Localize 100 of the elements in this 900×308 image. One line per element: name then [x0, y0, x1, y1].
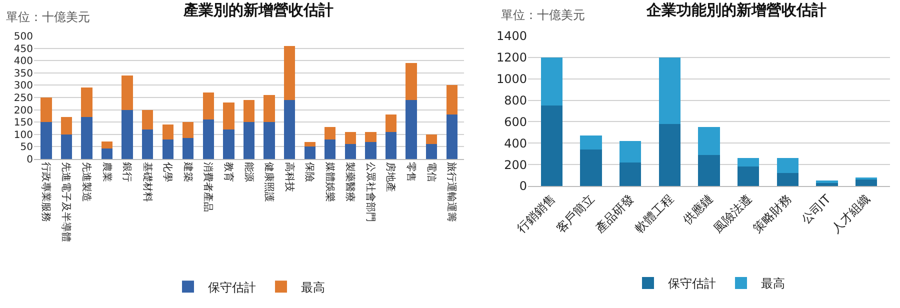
- x-tick-label: 旅行運輸運籌: [446, 162, 458, 222]
- y-tick-label: 100: [14, 130, 33, 141]
- bar: [580, 136, 602, 150]
- y-tick-label: 400: [14, 56, 33, 68]
- x-tick-label: 教育: [222, 162, 234, 182]
- bar: [162, 139, 174, 159]
- bar: [658, 57, 680, 124]
- bar: [122, 75, 133, 110]
- bar: [40, 122, 52, 159]
- y-tick-label: 200: [14, 105, 33, 116]
- bar: [223, 129, 234, 159]
- x-tick-label: 行政專業服務: [40, 162, 52, 222]
- bar: [426, 134, 438, 144]
- bar: [101, 141, 113, 149]
- y-tick-label: 450: [14, 44, 33, 55]
- x-tick-label: 高科技: [283, 162, 296, 192]
- bar: [658, 124, 680, 186]
- bar: [816, 182, 838, 186]
- bar: [60, 117, 72, 134]
- bar: [324, 127, 336, 140]
- bar: [426, 144, 438, 159]
- bar: [540, 57, 562, 106]
- bar: [223, 102, 234, 130]
- bar: [406, 63, 417, 100]
- bar: [385, 132, 397, 159]
- bar: [738, 166, 760, 186]
- bar: [40, 98, 52, 122]
- bar: [81, 117, 92, 159]
- x-tick-label: 製藥醫療: [344, 162, 356, 202]
- bar: [142, 110, 154, 130]
- bar: [580, 150, 602, 186]
- bar: [162, 124, 174, 140]
- bar: [446, 114, 458, 159]
- x-tick-label: 房地產: [384, 162, 397, 192]
- legend-label: 最高: [761, 276, 785, 291]
- x-tick-label: 先進製造: [80, 162, 92, 202]
- y-tick-label: 250: [14, 93, 33, 104]
- text: 單位：十億美元: [6, 10, 90, 24]
- y-tick-label: 1200: [496, 50, 527, 65]
- bar: [264, 95, 275, 122]
- x-tick-label: 銀行: [121, 162, 132, 182]
- bar: [324, 139, 336, 159]
- y-tick-label: 200: [504, 158, 527, 172]
- bar: [344, 144, 356, 159]
- x-tick-label: 保險: [304, 162, 316, 182]
- x-tick-label: 健康照護: [263, 162, 276, 202]
- x-tick-label: 建築: [182, 161, 194, 182]
- y-tick-label: 150: [14, 118, 33, 129]
- bar: [101, 148, 113, 159]
- bar: [182, 122, 194, 138]
- x-tick-label: 軟體工程: [632, 192, 676, 236]
- bar: [776, 173, 799, 186]
- legend-label: 最高: [301, 280, 325, 294]
- bar: [304, 142, 316, 147]
- y-tick-label: 1400: [496, 29, 527, 44]
- y-tick-label: 400: [504, 136, 527, 150]
- bar: [540, 106, 562, 186]
- bar: [60, 134, 72, 159]
- y-tick-label: 500: [14, 32, 33, 42]
- bar: [243, 122, 255, 159]
- y-tick-label: 350: [14, 68, 33, 80]
- y-tick-label: 600: [504, 114, 527, 129]
- bar: [856, 177, 878, 180]
- bar: [406, 100, 417, 159]
- bar: [122, 110, 133, 159]
- x-tick-label: 農業: [100, 162, 113, 182]
- x-tick-label: 電信: [425, 162, 438, 182]
- x-tick-label: 消費者產品: [202, 162, 214, 212]
- x-tick-label: 化學: [162, 162, 174, 182]
- bar: [142, 129, 154, 159]
- bar: [243, 100, 255, 122]
- bar: [619, 141, 642, 162]
- bar: [344, 132, 356, 144]
- bar: [776, 158, 799, 174]
- legend-label: 保守估計: [208, 280, 256, 294]
- y-tick-label: 1000: [496, 72, 527, 86]
- bar: [182, 138, 194, 159]
- bar: [698, 154, 720, 186]
- x-tick-label: 能源: [242, 162, 255, 182]
- bar: [385, 114, 397, 132]
- legend-label: 保守估計: [668, 276, 716, 291]
- bar: [698, 127, 720, 155]
- y-tick-label: 0: [26, 154, 33, 166]
- bar: [202, 92, 214, 120]
- bar: [446, 85, 458, 115]
- text: 單位：十億美元: [501, 8, 585, 22]
- y-tick-label: 0: [519, 179, 527, 194]
- x-tick-label: 公眾社會部門: [364, 162, 376, 222]
- bar: [738, 158, 760, 167]
- bar: [284, 46, 296, 100]
- bar: [365, 132, 376, 142]
- x-tick-label: 零售: [405, 162, 418, 182]
- y-tick-label: 300: [14, 80, 33, 92]
- bar: [284, 100, 296, 159]
- x-tick-label: 基礎材料: [141, 162, 154, 202]
- chart-title: 企業功能別的新增營收估計: [646, 1, 827, 20]
- x-tick-label: 先進電子及半導體: [60, 162, 72, 242]
- bar: [304, 146, 316, 159]
- bar: [619, 162, 642, 186]
- y-tick-label: 50: [20, 142, 33, 154]
